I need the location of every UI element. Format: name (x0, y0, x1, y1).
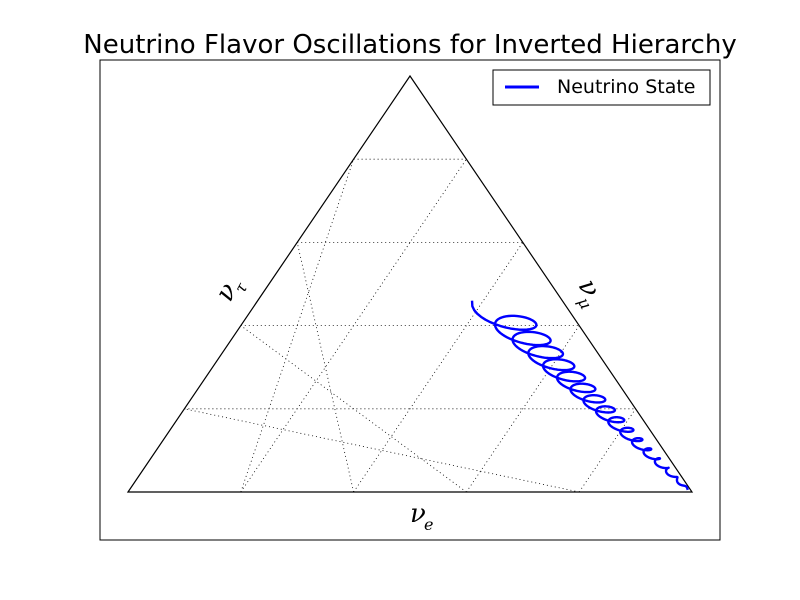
ternary-grid (184, 158, 636, 493)
axis-label-nu-e-symbol: ν (410, 499, 426, 529)
grid-line (240, 159, 354, 493)
grid-line (466, 325, 580, 493)
ternary-triangle (126, 74, 694, 493)
plot-frame (99, 59, 721, 541)
legend-label: Neutrino State (557, 76, 695, 98)
axis-label-nu-e-subscript: e (424, 515, 433, 534)
legend: Neutrino State (492, 69, 711, 106)
series-neutrino-state (470, 300, 689, 491)
grid-line (578, 408, 636, 493)
neutrino-state-line (470, 300, 689, 491)
grid-line (240, 325, 467, 493)
axis-label-nu-e: ν e (410, 499, 433, 534)
grid-line (184, 408, 580, 493)
chart-title: Neutrino Flavor Oscillations for Inverte… (83, 30, 736, 60)
